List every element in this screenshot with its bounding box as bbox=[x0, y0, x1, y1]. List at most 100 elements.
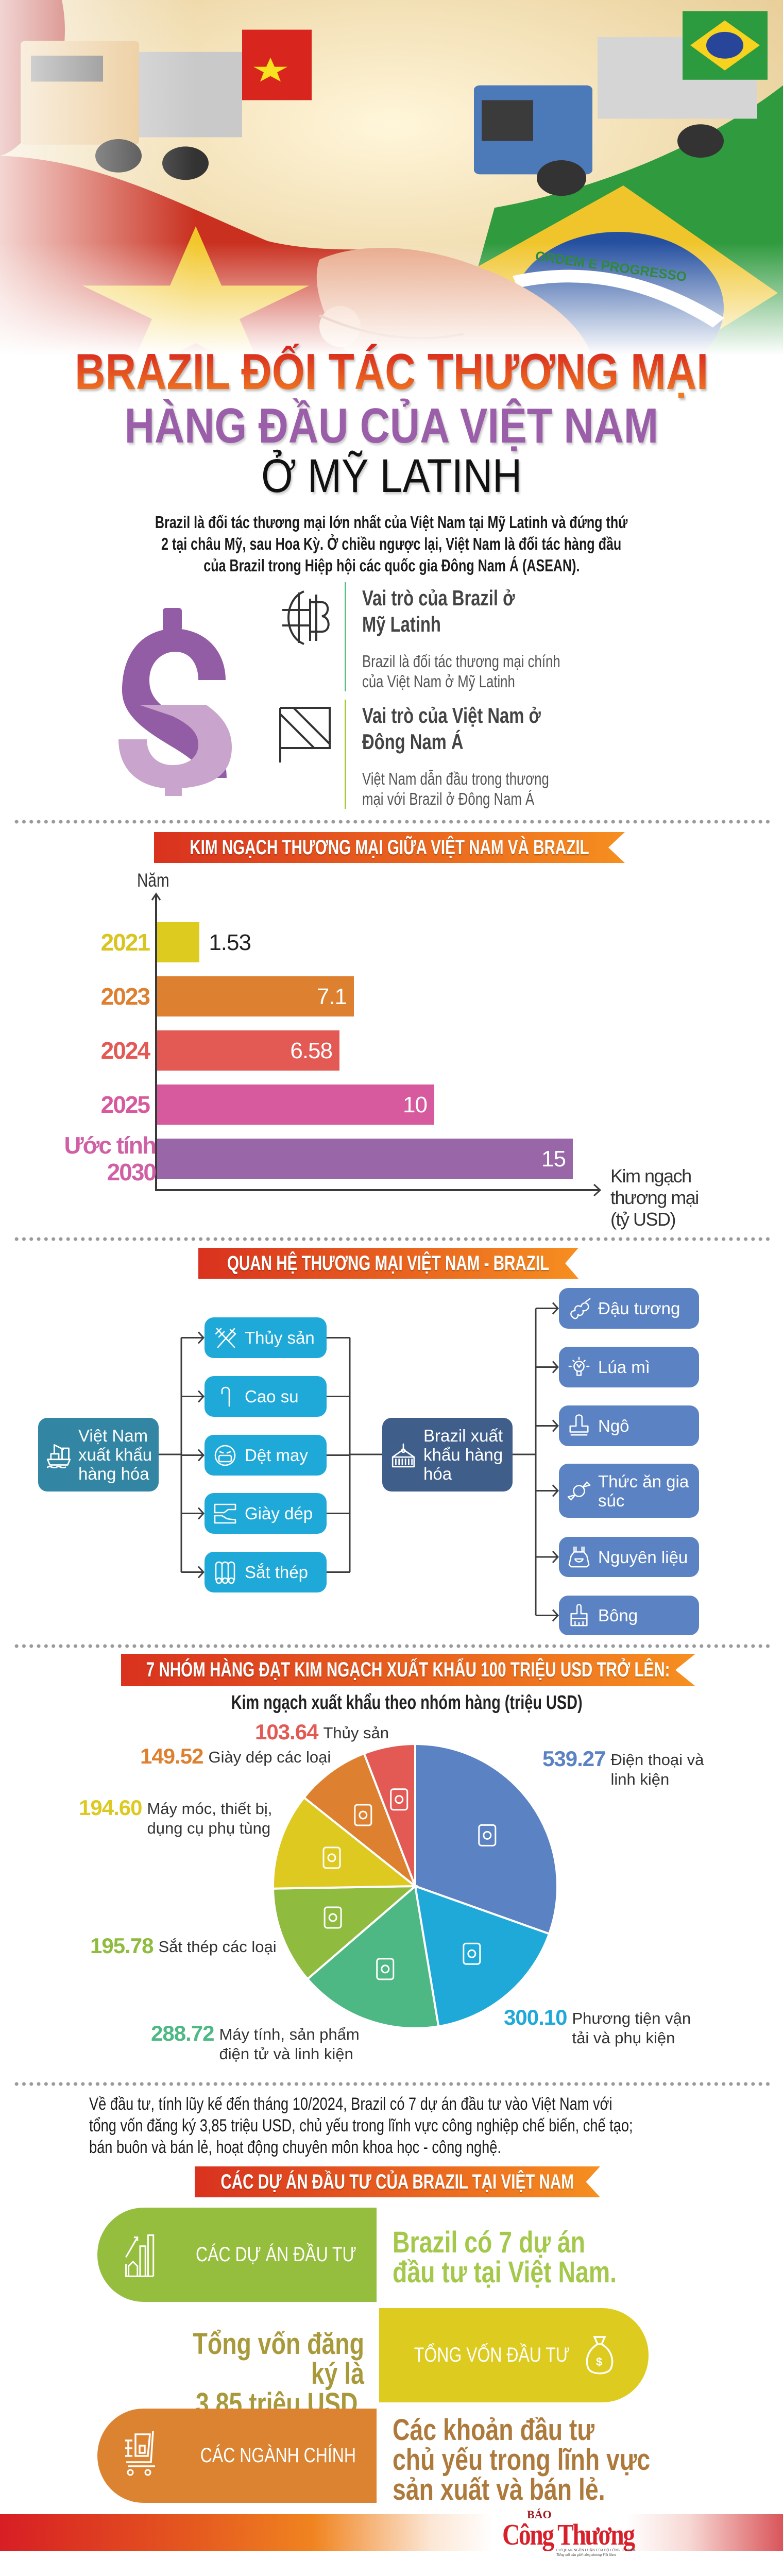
role-description: Brazil là đối tác thương mại chính bbox=[362, 652, 560, 671]
box-label-line: hàng hóa bbox=[78, 1464, 149, 1483]
lightbulb-icon bbox=[568, 1357, 590, 1376]
bar-value-label: 15 bbox=[541, 1146, 566, 1172]
pie-slice-1 bbox=[414, 1884, 551, 2028]
pie-category: Máy tính, sản phẩm điện tử và linh kiện bbox=[219, 2025, 360, 2063]
role-title: Vai trò của Brazil ở bbox=[362, 586, 515, 610]
title-line-3-wrap: Ở MỸ LATINH bbox=[0, 449, 783, 503]
dollar-sign-lower-half bbox=[118, 705, 232, 796]
intro-line: của Brazil trong Hiệp hội các quốc gia Đ… bbox=[0, 556, 783, 575]
pie-title-wrap: Kim ngạch xuất khẩu theo nhóm hàng (triệ… bbox=[15, 1692, 783, 1714]
cane-icon bbox=[221, 1386, 230, 1406]
vietnam-export-item: Dệt may bbox=[205, 1435, 327, 1476]
role-accent-line bbox=[345, 700, 346, 809]
role-description: mại với Brazil ở Đông Nam Á bbox=[362, 789, 535, 808]
brazil-export-item: Ngô bbox=[559, 1405, 699, 1446]
banner-text: 7 NHÓM HÀNG ĐẠT KIM NGẠCH XUẤT KHẨU 100 … bbox=[146, 1658, 670, 1681]
item-label: Lúa mì bbox=[598, 1358, 650, 1377]
bar-value-label: 7.1 bbox=[316, 984, 347, 1009]
flag-icon bbox=[279, 707, 331, 762]
card-sectors: CÁC NGÀNH CHÍNH bbox=[97, 2409, 377, 2503]
pie-chart-title: Kim ngạch xuất khẩu theo nhóm hàng (triệ… bbox=[231, 1692, 583, 1714]
conveyor-icon bbox=[322, 1846, 341, 1869]
card-text-sectors: Các khoản đầu tư chủ yếu trong lĩnh vực … bbox=[393, 2415, 714, 2505]
pie-value: 103.64 bbox=[255, 1720, 318, 1744]
pie-slice-2 bbox=[306, 1884, 440, 2029]
shoes-icon bbox=[214, 1503, 236, 1523]
arrow-head-icon bbox=[197, 1507, 205, 1520]
connector-line bbox=[349, 1337, 382, 1572]
section-banner-trade: KIM NGẠCH THƯƠNG MẠI GIỮA VIỆT NAM VÀ BR… bbox=[154, 832, 625, 863]
box-label: Brazil xuất khẩu hàng hóa bbox=[423, 1426, 503, 1483]
brazil-export-item: Đậu tương bbox=[559, 1288, 699, 1329]
bar-value-label: 10 bbox=[403, 1092, 428, 1117]
item-label: Nguyên liệu bbox=[598, 1547, 688, 1567]
arrow-head-icon bbox=[552, 1361, 559, 1374]
header-illustration: ORDEM E PROGRESSO bbox=[0, 0, 783, 355]
intro-text: Brazil là đối tác thương mại lớn nhất củ… bbox=[155, 513, 628, 532]
brazil-export-item: Lúa mì bbox=[559, 1347, 699, 1387]
card-text-line: Tổng vốn đăng ký là bbox=[193, 2327, 364, 2391]
investment-text: bán buôn và bán lẻ, hoạt động chuyên môn… bbox=[89, 2138, 501, 2157]
card-text-capital: Tổng vốn đăng ký là 3,85 triệu USD. bbox=[139, 2329, 364, 2419]
section-divider bbox=[13, 1236, 773, 1242]
banner-text: QUAN HỆ THƯƠNG MẠI VIỆT NAM - BRAZIL bbox=[227, 1251, 550, 1275]
category-label: Ước tính 2030 bbox=[64, 1132, 157, 1185]
item-label: Sắt thép bbox=[245, 1563, 308, 1582]
box-label-line: Việt Nam bbox=[78, 1426, 148, 1445]
investment-text: tổng vốn đăng ký 3,85 triệu USD, chủ yếu… bbox=[89, 2116, 633, 2136]
bar-2 bbox=[157, 1030, 339, 1071]
mask-face-icon bbox=[214, 1445, 236, 1466]
card-text-line: sản xuất và bán lẻ. bbox=[393, 2473, 605, 2506]
container-crane-icon bbox=[392, 1443, 415, 1467]
item-label: Giày dép bbox=[245, 1504, 313, 1523]
connector-line bbox=[159, 1337, 182, 1572]
x-axis-arrow-icon bbox=[593, 1183, 602, 1197]
x-axis-label: Kim ngạch thương mại (tỷ USD) bbox=[610, 1165, 699, 1230]
card-projects: CÁC DỰ ÁN ĐẦU TƯ bbox=[97, 2208, 377, 2302]
card-label: CÁC DỰ ÁN ĐẦU TƯ bbox=[196, 2243, 357, 2266]
section-banner-relations: QUAN HỆ THƯƠNG MẠI VIỆT NAM - BRAZIL bbox=[198, 1248, 578, 1279]
box-label-line: khẩu hàng bbox=[423, 1445, 503, 1464]
item-label: Thức ăn gia súc bbox=[598, 1471, 689, 1510]
category-label: 2025 bbox=[100, 1091, 150, 1118]
logo-subtitle: CƠ QUAN NGÔN LUẬN CỦA BỘ CÔNG THƯƠNG bbox=[556, 2548, 637, 2552]
pie-category: Thủy sản bbox=[323, 1724, 389, 1742]
intro-line: 2 tại châu Mỹ, sau Hoa Kỳ. Ở chiều ngược… bbox=[0, 534, 783, 554]
candy-icon bbox=[567, 1481, 591, 1500]
role-description: Việt Nam dẫn đầu trong thương bbox=[362, 769, 549, 788]
intro-text: của Brazil trong Hiệp hội các quốc gia Đ… bbox=[203, 556, 580, 575]
vietnam-export-item: Cao su bbox=[205, 1376, 327, 1417]
brazil-export-item: Nguyên liệu bbox=[559, 1537, 699, 1577]
vietnam-export-item: Thủy sản bbox=[205, 1317, 327, 1358]
category-label: 2024 bbox=[100, 1037, 150, 1064]
role-title: Đông Nam Á bbox=[362, 730, 464, 754]
card-label: TỔNG VỐN ĐẦU TƯ bbox=[414, 2344, 570, 2366]
pie-slice-5 bbox=[302, 1752, 418, 1890]
title-line-1-wrap: BRAZIL ĐỐI TÁC THƯƠNG MẠI bbox=[0, 343, 783, 401]
role-description: của Việt Nam ở Mỹ Latinh bbox=[362, 672, 515, 691]
pie-value: 539.27 bbox=[542, 1747, 606, 1771]
svg-text:$: $ bbox=[596, 2355, 602, 2368]
money-bag-icon: $ bbox=[586, 2335, 614, 2374]
arrow-head-icon bbox=[197, 1566, 205, 1579]
item-label: Ngô bbox=[598, 1416, 629, 1435]
box-label-line: hóa bbox=[423, 1464, 452, 1483]
page-title-line-2: HÀNG ĐẦU CỦA VIỆT NAM bbox=[124, 398, 659, 453]
card-text-projects: Brazil có 7 dự án đầu tư tại Việt Nam. bbox=[393, 2228, 673, 2287]
footer-band bbox=[0, 2514, 783, 2551]
pie-data-label: 103.64 Thủy sản bbox=[255, 1721, 389, 1743]
pie-data-label: 195.78 Sắt thép các loại bbox=[90, 1935, 277, 1957]
arrow-head-icon bbox=[552, 1302, 559, 1315]
category-label: 2021 bbox=[100, 929, 150, 956]
arrow-head-icon bbox=[552, 1419, 559, 1432]
y-axis-arrow-icon bbox=[151, 892, 161, 901]
arrow-head-icon bbox=[197, 1449, 205, 1462]
investment-text: Về đầu tư, tính lũy kế đến tháng 10/2024… bbox=[89, 2094, 612, 2114]
card-text-line: đầu tư tại Việt Nam. bbox=[393, 2256, 617, 2289]
pie-slice-4 bbox=[272, 1796, 418, 1890]
pie-category: Phương tiện vận tải và phụ kiện bbox=[572, 2009, 691, 2047]
publisher-logo: BÁO Công Thương CƠ QUAN NGÔN LUẬN CỦA BỘ… bbox=[502, 2508, 646, 2560]
vietnam-export-item: Sắt thép bbox=[205, 1552, 327, 1592]
pie-slice-3 bbox=[272, 1885, 418, 1981]
category-label: 2023 bbox=[100, 983, 150, 1010]
